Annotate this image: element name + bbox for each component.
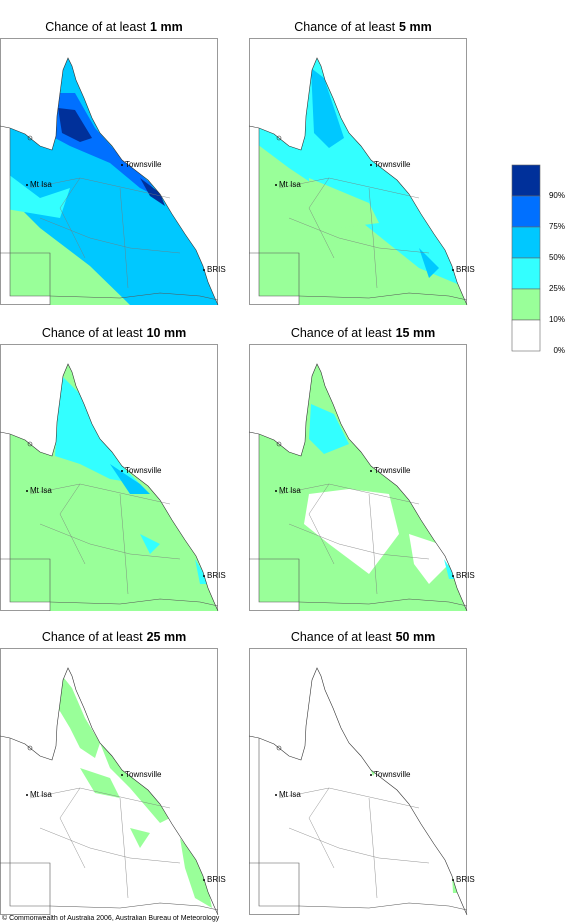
- place-dot: [452, 879, 454, 881]
- place-label: Townsville: [125, 466, 162, 475]
- shaded-region: [58, 108, 92, 142]
- legend-swatch: [511, 164, 541, 197]
- place-dot: [275, 794, 277, 796]
- map-panel: Townsville Mt Isa BRIS: [0, 648, 226, 916]
- map-panel: Townsville Mt Isa BRIS: [248, 344, 475, 612]
- title-prefix: Chance of at least: [42, 326, 143, 340]
- place-dot: [121, 164, 123, 166]
- place-dot: [203, 575, 205, 577]
- panel-title: Chance of at least 5 mm: [294, 20, 431, 34]
- place-label: Townsville: [374, 466, 411, 475]
- place-label: BRIS: [456, 571, 475, 580]
- place-label: Townsville: [374, 160, 411, 169]
- legend-label: 75%: [549, 222, 565, 231]
- shaded-region: [55, 93, 160, 198]
- place-dot: [370, 164, 372, 166]
- shaded-region: [419, 248, 439, 278]
- place-dot: [203, 879, 205, 881]
- place-label: Mt Isa: [279, 486, 301, 495]
- place-label: Mt Isa: [30, 486, 52, 495]
- place-dot: [275, 490, 277, 492]
- legend-swatch: [511, 319, 541, 352]
- title-amount: 15 mm: [396, 326, 436, 340]
- title-amount: 5 mm: [399, 20, 432, 34]
- title-prefix: Chance of at least: [45, 20, 146, 34]
- place-label: BRIS: [207, 875, 226, 884]
- legend-label: 25%: [549, 284, 565, 293]
- panel-title: Chance of at least 15 mm: [291, 326, 435, 340]
- place-label: BRIS: [456, 265, 475, 274]
- panel-title: Chance of at least 10 mm: [42, 326, 186, 340]
- shaded-region: [10, 168, 70, 218]
- shaded-region: [309, 404, 349, 454]
- shaded-region: [309, 178, 379, 228]
- panel-title: Chance of at least 1 mm: [45, 20, 182, 34]
- place-dot: [121, 470, 123, 472]
- shaded-region: [140, 534, 160, 554]
- place-label: BRIS: [207, 265, 226, 274]
- map-panel: Townsville Mt Isa BRIS: [0, 38, 226, 306]
- shaded-region: [58, 673, 100, 758]
- place-dot: [370, 470, 372, 472]
- place-dot: [452, 575, 454, 577]
- map-panel: Townsville Mt Isa BRIS: [248, 38, 475, 306]
- place-label: Townsville: [125, 160, 162, 169]
- place-dot: [121, 774, 123, 776]
- place-label: BRIS: [207, 571, 226, 580]
- shaded-region: [140, 178, 165, 206]
- legend: 90% 75% 50% 25% 10% 0%: [511, 164, 565, 355]
- title-prefix: Chance of at least: [42, 630, 143, 644]
- shaded-region: [180, 838, 212, 908]
- legend-label: 0%: [553, 346, 565, 355]
- map-panel: Townsville Mt Isa BRIS: [248, 648, 475, 916]
- place-label: Mt Isa: [279, 790, 301, 799]
- place-label: Townsville: [125, 770, 162, 779]
- title-amount: 25 mm: [147, 630, 187, 644]
- copyright: © Commonwealth of Australia 2006, Austra…: [2, 914, 220, 922]
- legend-swatch: [511, 257, 541, 290]
- legend-swatch: [511, 195, 541, 228]
- shaded-region: [10, 188, 130, 305]
- legend-label: 90%: [549, 191, 565, 200]
- shaded-region: [80, 768, 120, 798]
- place-dot: [26, 184, 28, 186]
- shaded-region: [311, 68, 344, 148]
- place-dot: [26, 490, 28, 492]
- title-amount: 50 mm: [396, 630, 436, 644]
- place-label: Mt Isa: [279, 180, 301, 189]
- shaded-region: [130, 828, 150, 848]
- title-prefix: Chance of at least: [294, 20, 395, 34]
- legend-swatch: [511, 226, 541, 259]
- legend-label: 10%: [549, 315, 565, 324]
- place-label: Mt Isa: [30, 790, 52, 799]
- place-label: Mt Isa: [30, 180, 52, 189]
- place-label: Townsville: [374, 770, 411, 779]
- panel-title: Chance of at least 25 mm: [42, 630, 186, 644]
- place-dot: [26, 794, 28, 796]
- place-label: BRIS: [456, 875, 475, 884]
- title-prefix: Chance of at least: [291, 630, 392, 644]
- shaded-region: [110, 464, 150, 494]
- legend-label: 50%: [549, 253, 565, 262]
- place-dot: [275, 184, 277, 186]
- legend-swatch: [511, 288, 541, 321]
- place-dot: [370, 774, 372, 776]
- shaded-region: [304, 489, 399, 574]
- panel-title: Chance of at least 50 mm: [291, 630, 435, 644]
- title-amount: 10 mm: [147, 326, 187, 340]
- title-prefix: Chance of at least: [291, 326, 392, 340]
- title-amount: 1 mm: [150, 20, 183, 34]
- place-dot: [203, 269, 205, 271]
- place-dot: [452, 269, 454, 271]
- map-panel: Townsville Mt Isa BRIS: [0, 344, 226, 612]
